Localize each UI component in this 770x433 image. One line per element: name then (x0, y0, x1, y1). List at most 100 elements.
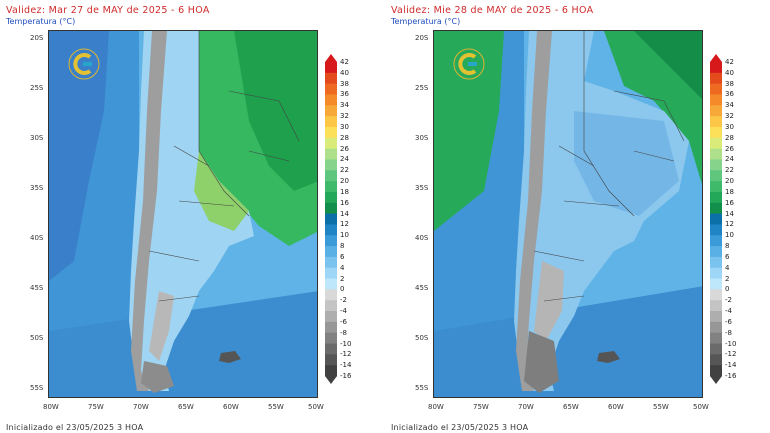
initialized-label: Inicializado el 23/05/2025 3 HOA (6, 423, 144, 432)
colorbar-tick-label: -14 (340, 361, 352, 370)
colorbar-tick-label: 32 (725, 112, 734, 121)
colorbar-segment (710, 365, 722, 377)
colorbar-tick-label: 18 (725, 187, 734, 196)
lat-label-20s: 20S (415, 34, 429, 42)
lon-label-60w: 60W (223, 403, 239, 411)
colorbar-segment (710, 246, 722, 258)
colorbar-tick-label: 6 (725, 252, 730, 261)
colorbar-tick-label: -8 (725, 328, 732, 337)
variable-title: Temperatura (°C) (6, 17, 76, 26)
temperature-map (48, 30, 318, 398)
colorbar-tick-label: -16 (340, 372, 352, 380)
colorbar-tick-label: 40 (725, 68, 734, 77)
temperature-map-canvas (434, 31, 702, 397)
colorbar-segment (325, 311, 337, 323)
colorbar-segment (710, 105, 722, 117)
colorbar-segment (710, 224, 722, 236)
colorbar-segment (710, 94, 722, 106)
colorbar-tick-label: -2 (725, 296, 732, 305)
lon-label-65w: 65W (563, 403, 579, 411)
colorbar-segment (710, 267, 722, 280)
colorbar-segment (710, 311, 722, 323)
lat-label-30s: 30S (30, 134, 44, 142)
colorbar-segment (710, 256, 722, 269)
lat-label-45s: 45S (30, 284, 44, 292)
lon-label-60w: 60W (608, 403, 624, 411)
colorbar-segment (710, 300, 722, 312)
colorbar-tick-label: 34 (340, 101, 349, 110)
colorbar-tick-label: -4 (725, 307, 732, 316)
colorbar-tick-label: 36 (725, 90, 734, 99)
colorbar-segment (710, 332, 722, 345)
colorbar-segment (325, 62, 337, 74)
colorbar-tick-label: 16 (340, 198, 349, 207)
colorbar-segment (710, 116, 722, 128)
colorbar-tick-label: 24 (340, 155, 349, 164)
colorbar-tick-label: 38 (340, 79, 349, 88)
colorbar-segment (325, 235, 337, 247)
lon-label-50w: 50W (308, 403, 324, 411)
colorbar-segment (325, 191, 337, 204)
colorbar-segment (710, 137, 722, 150)
colorbar-segment (325, 105, 337, 117)
colorbar-segment (710, 148, 722, 160)
lat-label-45s: 45S (415, 284, 429, 292)
colorbar-tick-label: 10 (340, 231, 349, 240)
colorbar-tick-label: -4 (340, 307, 347, 316)
lon-label-50w: 50W (693, 403, 709, 411)
colorbar-tick-label: 26 (340, 144, 349, 153)
colorbar-segment (710, 83, 722, 95)
colorbar-segment (325, 202, 337, 215)
colorbar-tick-label: 20 (340, 177, 349, 186)
colorbar-segment (325, 116, 337, 128)
colorbar-tick-label: -10 (725, 339, 737, 348)
colorbar-segment (325, 267, 337, 280)
colorbar-segment (325, 126, 337, 139)
lon-label-70w: 70W (518, 403, 534, 411)
colorbar-tick-label: 38 (725, 79, 734, 88)
colorbar-tick-label: 22 (340, 166, 349, 175)
colorbar-tick-label: 30 (340, 122, 349, 131)
colorbar-segment (325, 354, 337, 366)
colorbar-segment (710, 289, 722, 301)
colorbar-tick-label: 30 (725, 122, 734, 131)
colorbar-segment (710, 213, 722, 225)
colorbar-segment (710, 62, 722, 74)
colorbar-segment (325, 256, 337, 269)
colorbar-tick-label: 20 (725, 177, 734, 186)
lat-label-25s: 25S (415, 84, 429, 92)
lat-label-55s: 55S (415, 384, 429, 392)
lat-label-35s: 35S (415, 184, 429, 192)
colorbar-segment (325, 148, 337, 160)
colorbar-segment (710, 159, 722, 171)
colorbar-segment (710, 202, 722, 215)
colorbar-tick-label: 2 (725, 274, 730, 283)
colorbar-tick-label: -6 (340, 317, 347, 326)
lat-label-55s: 55S (30, 384, 44, 392)
colorbar-tick-label: -16 (725, 372, 737, 380)
colorbar-segment (325, 72, 337, 85)
colorbar-tick-label: 24 (725, 155, 734, 164)
colorbar-segment (710, 321, 722, 334)
colorbar-segment (325, 278, 337, 290)
colorbar-tick-label: 2 (340, 274, 345, 283)
colorbar-tick-label: 16 (725, 198, 734, 207)
lon-label-75w: 75W (473, 403, 489, 411)
colorbar-segment (710, 72, 722, 85)
colorbar-segment (710, 170, 722, 182)
colorbar-segment (325, 224, 337, 236)
colorbar-segment (325, 159, 337, 171)
colorbar-tick-label: 6 (340, 252, 345, 261)
colorbar-tick-label: 4 (725, 263, 730, 272)
colorbar-tick-label: 34 (725, 101, 734, 110)
logo-icon (453, 48, 485, 80)
colorbar-segment (710, 354, 722, 366)
colorbar-segment (325, 94, 337, 106)
colorbar-tick-label: -10 (340, 339, 352, 348)
colorbar-segment (325, 289, 337, 301)
colorbar-segment (325, 170, 337, 182)
logo-icon (68, 48, 100, 80)
temperature-map (433, 30, 703, 398)
validity-title: Validez: Mie 28 de MAY de 2025 - 6 HOA (391, 5, 594, 16)
colorbar-tick-label: 8 (340, 242, 345, 251)
